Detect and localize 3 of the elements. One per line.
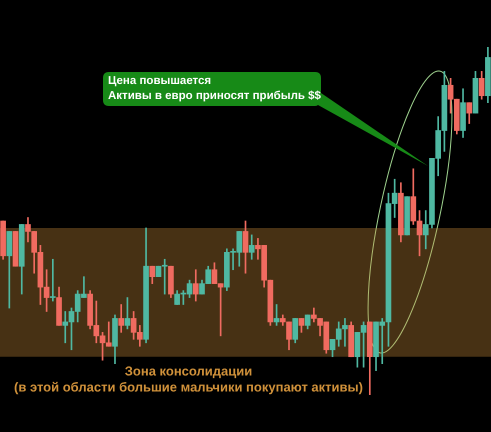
band-label: Зона консолидации (в этой области большие мальчики покупают активы) <box>14 364 363 395</box>
annotation: Цена повышается Активы в евро приносят прибыль $$ <box>108 74 321 104</box>
candlestick <box>274 304 280 326</box>
